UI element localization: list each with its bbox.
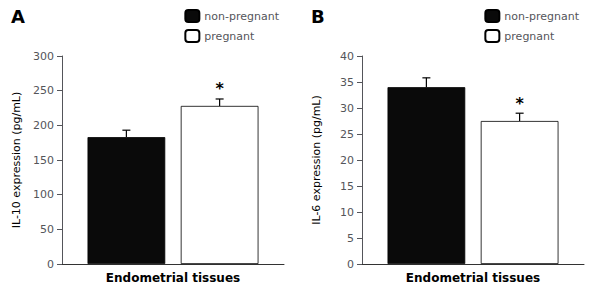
svg-text:Endometrial tissues: Endometrial tissues [106, 271, 240, 285]
svg-text:100: 100 [33, 188, 54, 201]
svg-text:0: 0 [47, 258, 54, 271]
svg-text:20: 20 [340, 154, 354, 167]
svg-text:0: 0 [347, 258, 354, 271]
svg-text:IL-10 expression (pg/mL): IL-10 expression (pg/mL) [10, 92, 23, 229]
svg-text:5: 5 [347, 232, 354, 245]
svg-text:200: 200 [33, 119, 54, 132]
svg-text:non-pregnant: non-pregnant [204, 10, 279, 23]
svg-text:35: 35 [340, 76, 354, 89]
svg-text:40: 40 [340, 50, 354, 63]
svg-text:pregnant: pregnant [204, 30, 255, 43]
svg-text:Endometrial tissues: Endometrial tissues [406, 271, 540, 285]
svg-text:250: 250 [33, 84, 54, 97]
svg-text:IL-6 expression (pg/mL): IL-6 expression (pg/mL) [310, 95, 323, 225]
svg-text:30: 30 [340, 102, 354, 115]
svg-text:25: 25 [340, 128, 354, 141]
svg-text:pregnant: pregnant [504, 30, 555, 43]
svg-text:50: 50 [40, 223, 54, 236]
svg-text:300: 300 [33, 50, 54, 63]
svg-text:15: 15 [340, 180, 354, 193]
svg-text:*: * [515, 94, 524, 113]
svg-text:B: B [311, 6, 325, 27]
svg-text:A: A [11, 6, 25, 27]
svg-text:non-pregnant: non-pregnant [504, 10, 579, 23]
svg-text:150: 150 [33, 154, 54, 167]
svg-text:10: 10 [340, 206, 354, 219]
svg-text:*: * [215, 79, 224, 98]
